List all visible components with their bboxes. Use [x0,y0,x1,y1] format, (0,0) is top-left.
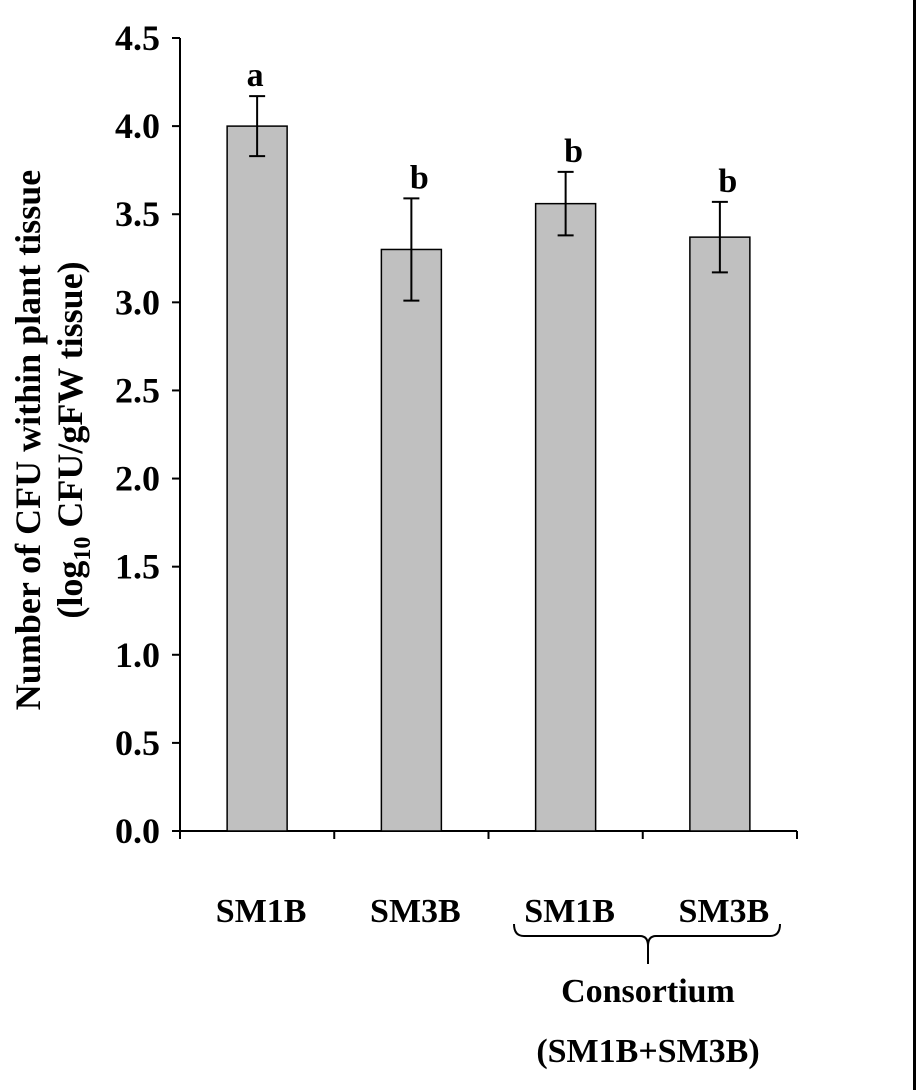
y-tick-label: 3.0 [115,282,160,322]
bars [226,125,751,832]
y-tick-label: 2.5 [115,370,160,410]
significance-label: b [410,159,429,196]
y-axis-label-line2: (log10 CFU/gFW tissue) [50,261,96,618]
category-labels: SM1B SM3B SM1B SM3B [216,893,769,930]
group-label-line1: Consortium [561,973,735,1010]
y-tick-label: 0.0 [115,811,160,851]
error-bars [249,95,728,302]
consortium-bracket [513,923,781,964]
bar [689,236,751,832]
y-tick-label: 1.5 [115,547,160,587]
bar [534,202,597,832]
category-label: SM3B [370,893,461,930]
significance-label: b [564,133,583,170]
bar [226,125,288,832]
category-label: SM3B [679,893,770,930]
y-tick-label: 4.0 [115,106,160,146]
significance-labels: a b b b [247,57,738,200]
y-tick-label: 4.5 [115,18,160,58]
frame-border [913,0,916,1090]
category-label: SM1B [524,893,615,930]
y-axis-label-line1: Number of CFU within plant tissue [8,170,48,710]
significance-label: a [247,57,264,94]
y-tick-label: 3.5 [115,194,160,234]
group-label-line2: (SM1B+SM3B) [536,1033,759,1070]
y-tick-label: 1.0 [115,635,160,675]
y-axis-label: Number of CFU within plant tissue (log10… [8,170,96,710]
y-ticks: 0.0 0.5 1.0 1.5 2.0 2.5 3.0 3.5 4.0 4.5 [115,18,180,851]
bar [380,248,443,832]
significance-label: b [718,163,737,200]
y-tick-label: 0.5 [115,723,160,763]
y-tick-label: 2.0 [115,459,160,499]
category-label: SM1B [216,893,307,930]
